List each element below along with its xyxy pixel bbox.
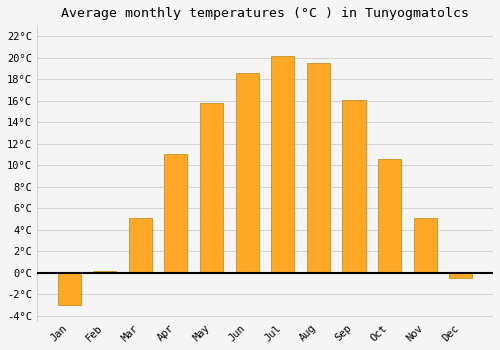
Bar (200, 103, 223, 273)
Title: Average monthly temperatures (°C ) in Tunyogmatolcs: Average monthly temperatures (°C ) in Tu… (61, 7, 469, 20)
Bar (307, 63, 330, 273)
Bar (236, 73, 258, 273)
Bar (449, 273, 472, 278)
Bar (414, 218, 436, 273)
Bar (342, 99, 365, 273)
Bar (164, 154, 188, 273)
Bar (58, 273, 80, 305)
Bar (271, 56, 294, 273)
Bar (378, 159, 401, 273)
Bar (93, 271, 116, 273)
Bar (128, 218, 152, 273)
